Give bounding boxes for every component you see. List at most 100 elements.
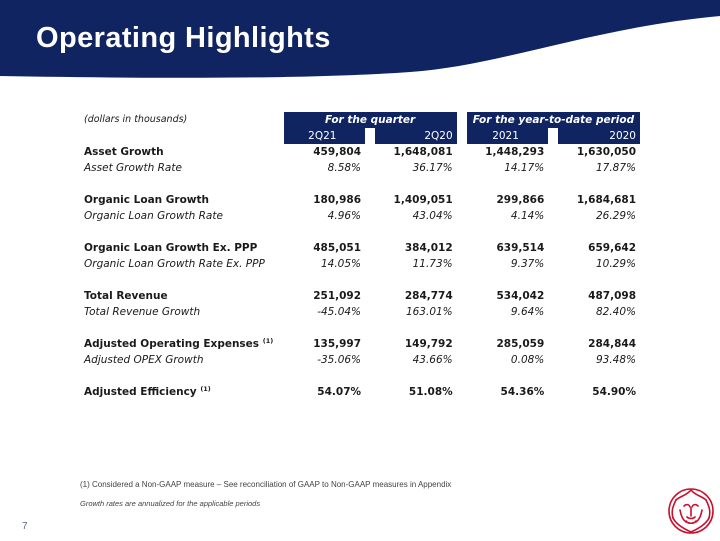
units-label: (dollars in thousands) <box>84 114 188 125</box>
table-cell: 51.08% <box>408 386 453 398</box>
title-banner <box>0 0 720 85</box>
row-spacer <box>84 368 640 384</box>
row-label-text: Adjusted OPEX Growth <box>84 354 204 366</box>
row-spacer <box>84 224 640 240</box>
row-label: Adjusted Operating Expenses (1) <box>84 336 284 352</box>
row-label-text: Total Revenue Growth <box>84 306 201 318</box>
table-cell: 284,844 <box>588 338 636 350</box>
table-cell: 36.17% <box>412 162 453 174</box>
table-row: Adjusted Operating Expenses (1) 135,997 14… <box>84 336 640 352</box>
lion-head-icon <box>666 486 716 536</box>
row-label: Adjusted Efficiency (1) <box>84 384 284 400</box>
table-cell: 163.01% <box>405 306 453 318</box>
table-cell: 299,866 <box>496 194 545 206</box>
table-cell: 534,042 <box>496 290 545 302</box>
row-label-text: Organic Loan Growth Ex. PPP <box>84 242 258 254</box>
table-cell: 639,514 <box>496 242 545 254</box>
row-label-text: Asset Growth Rate <box>84 162 182 174</box>
table-body: Asset Growth 459,804 1,648,081 1,448,293 1,6… <box>84 144 640 400</box>
table-cell: 17.87% <box>595 162 636 174</box>
table-cell: -35.06% <box>317 354 362 366</box>
row-spacer <box>84 320 640 336</box>
footnote-marker: (1) <box>200 385 211 393</box>
table-cell: 82.40% <box>595 306 636 318</box>
table-cell: 135,997 <box>313 338 362 350</box>
row-label-text: Organic Loan Growth <box>84 194 209 206</box>
table-cell: 26.29% <box>595 210 636 222</box>
table-cell: 1,684,681 <box>576 194 636 206</box>
table-header-group-row: (dollars in thousands) For the quarter F… <box>84 112 640 128</box>
table-header-column-row: 2Q21 2Q20 2021 2020 <box>84 128 640 144</box>
table-cell: 459,804 <box>313 146 362 158</box>
table-cell: 14.17% <box>504 162 545 174</box>
row-spacer <box>84 176 640 192</box>
table-row: Organic Loan Growth Ex. PPP 485,051 384,01… <box>84 240 640 256</box>
table-cell: 285,059 <box>496 338 545 350</box>
table-row: Adjusted Efficiency (1) 54.07% 51.08% 54.36… <box>84 384 640 400</box>
row-spacer <box>84 272 640 288</box>
operating-highlights-table: (dollars in thousands) For the quarter F… <box>84 112 640 400</box>
footnote-growth-rates: Growth rates are annualized for the appl… <box>80 499 261 508</box>
column-header: 2Q20 <box>375 128 457 144</box>
ytd-group-header: For the year-to-date period <box>466 112 640 128</box>
row-label: Asset Growth Rate <box>84 160 284 176</box>
page-number: 7 <box>22 521 28 532</box>
table-cell: 1,648,081 <box>393 146 453 158</box>
table-row: Organic Loan Growth 180,986 1,409,051 299,8… <box>84 192 640 208</box>
table-cell: 9.64% <box>510 306 545 318</box>
row-label-text: Total Revenue <box>84 290 168 302</box>
row-label-text: Organic Loan Growth Rate Ex. PPP <box>84 258 265 270</box>
table-cell: 1,448,293 <box>485 146 545 158</box>
table-cell: 384,012 <box>404 242 453 254</box>
table-cell: 54.36% <box>500 386 545 398</box>
row-label: Adjusted OPEX Growth <box>84 352 284 368</box>
footnote-marker: (1) <box>262 337 274 345</box>
page-title: Operating Highlights <box>36 22 331 54</box>
table-cell: 54.90% <box>592 386 636 398</box>
row-label: Organic Loan Growth Rate <box>84 208 284 224</box>
table-cell: 9.37% <box>510 258 545 270</box>
table-cell: 180,986 <box>313 194 362 206</box>
column-header: 2Q21 <box>283 128 366 144</box>
table-cell: 11.73% <box>412 258 453 270</box>
table-row: Total Revenue Growth -45.04% 163.01% 9.64% 8… <box>84 304 640 320</box>
table-cell: 93.48% <box>595 354 636 366</box>
row-label-text: Adjusted Operating Expenses <box>84 338 260 350</box>
table-cell: 485,051 <box>313 242 362 254</box>
table-cell: 43.04% <box>412 210 453 222</box>
row-label: Total Revenue Growth <box>84 304 284 320</box>
table-cell: 10.29% <box>595 258 636 270</box>
table-cell: 4.14% <box>510 210 545 222</box>
table-row: Asset Growth Rate 8.58% 36.17% 14.17% 17.87% <box>84 160 640 176</box>
table-cell: 284,774 <box>404 290 453 302</box>
table-cell: 54.07% <box>317 386 362 398</box>
table-cell: 14.05% <box>320 258 362 270</box>
table-cell: 659,642 <box>588 242 636 254</box>
table-cell: 1,630,050 <box>576 146 636 158</box>
row-label: Total Revenue <box>84 288 284 304</box>
table-cell: 487,098 <box>588 290 636 302</box>
table-cell: 0.08% <box>510 354 545 366</box>
column-header: 2021 <box>466 128 549 144</box>
table-cell: 43.66% <box>412 354 453 366</box>
row-label: Organic Loan Growth <box>84 192 284 208</box>
row-label: Asset Growth <box>84 144 284 160</box>
table-cell: 4.96% <box>327 210 362 222</box>
row-label-text: Organic Loan Growth Rate <box>84 210 223 222</box>
table-cell: 8.58% <box>327 162 362 174</box>
table-row: Organic Loan Growth Rate 4.96% 43.04% 4.14%… <box>84 208 640 224</box>
table-row: Adjusted OPEX Growth -35.06% 43.66% 0.08% 93… <box>84 352 640 368</box>
table-cell: -45.04% <box>317 306 362 318</box>
table-row: Organic Loan Growth Rate Ex. PPP 14.05% 11… <box>84 256 640 272</box>
table-row: Asset Growth 459,804 1,648,081 1,448,293 1,6… <box>84 144 640 160</box>
row-label: Organic Loan Growth Rate Ex. PPP <box>84 256 284 272</box>
column-header: 2020 <box>558 128 640 144</box>
quarter-group-header: For the quarter <box>283 112 457 128</box>
footnote-non-gaap: (1) Considered a Non-GAAP measure – See … <box>80 480 452 489</box>
table-cell: 251,092 <box>313 290 362 302</box>
table-cell: 149,792 <box>404 338 453 350</box>
table-row: Total Revenue 251,092 284,774 534,042 487,09… <box>84 288 640 304</box>
row-label: Organic Loan Growth Ex. PPP <box>84 240 284 256</box>
row-label-text: Adjusted Efficiency <box>84 386 197 398</box>
row-label-text: Asset Growth <box>84 146 164 158</box>
